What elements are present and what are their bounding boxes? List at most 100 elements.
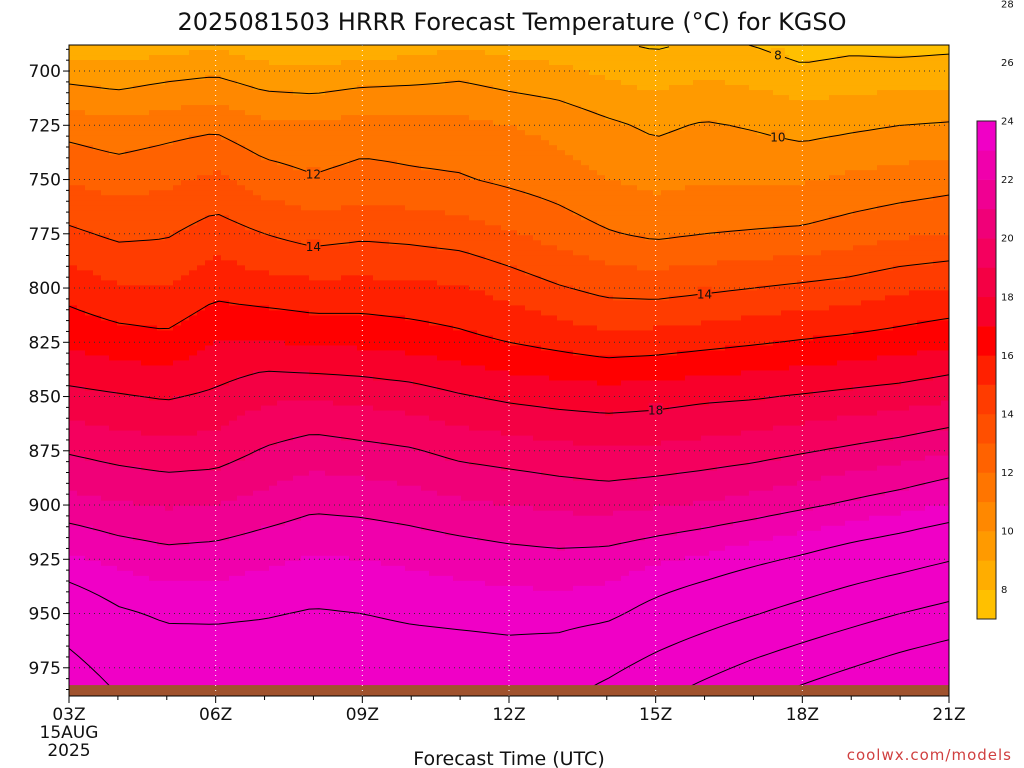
- temperature-cell: [365, 65, 374, 71]
- temperature-cell: [325, 370, 334, 377]
- temperature-cell: [365, 60, 374, 66]
- temperature-cell: [285, 385, 294, 392]
- temperature-cell: [229, 565, 238, 572]
- temperature-cell: [269, 405, 278, 412]
- temperature-cell: [69, 565, 78, 572]
- temperature-cell: [261, 105, 270, 111]
- temperature-cell: [301, 545, 310, 552]
- temperature-cell: [293, 655, 302, 662]
- temperature-cell: [341, 680, 350, 687]
- temperature-cell: [293, 475, 302, 482]
- temperature-cell: [141, 235, 150, 241]
- temperature-cell: [157, 605, 166, 612]
- temperature-cell: [221, 55, 230, 61]
- temperature-cell: [125, 355, 134, 362]
- temperature-cell: [117, 500, 126, 507]
- temperature-cell: [261, 260, 270, 266]
- temperature-cell: [237, 670, 246, 677]
- temperature-cell: [101, 220, 110, 226]
- temperature-cell: [309, 260, 318, 266]
- temperature-cell: [221, 290, 230, 296]
- temperature-cell: [133, 385, 142, 392]
- temperature-cell: [245, 370, 254, 377]
- temperature-cell: [229, 540, 238, 547]
- temperature-cell: [253, 580, 262, 587]
- temperature-cell: [197, 120, 206, 126]
- temperature-cell: [101, 70, 110, 76]
- temperature-cell: [229, 615, 238, 622]
- temperature-cell: [181, 640, 190, 647]
- temperature-cell: [205, 65, 214, 71]
- temperature-cell: [189, 515, 198, 522]
- temperature-cell: [181, 395, 190, 402]
- temperature-cell: [317, 225, 326, 231]
- temperature-cell: [205, 325, 214, 332]
- temperature-cell: [93, 340, 102, 347]
- temperature-cell: [277, 505, 286, 512]
- temperature-cell: [261, 435, 270, 442]
- temperature-cell: [325, 500, 334, 507]
- temperature-cell: [133, 285, 142, 291]
- temperature-cell: [77, 360, 86, 367]
- temperature-cell: [117, 565, 126, 572]
- temperature-cell: [293, 405, 302, 412]
- temperature-cell: [293, 80, 302, 86]
- temperature-cell: [253, 440, 262, 447]
- temperature-cell: [149, 675, 158, 682]
- temperature-cell: [357, 555, 366, 562]
- temperature-cell: [349, 490, 358, 497]
- temperature-cell: [125, 335, 134, 342]
- temperature-cell: [229, 520, 238, 527]
- temperature-cell: [309, 590, 318, 597]
- temperature-cell: [149, 305, 158, 312]
- temperature-cell: [293, 495, 302, 502]
- temperature-cell: [133, 335, 142, 342]
- temperature-cell: [189, 635, 198, 642]
- temperature-cell: [269, 600, 278, 607]
- temperature-cell: [213, 480, 222, 487]
- temperature-cell: [325, 380, 334, 387]
- temperature-cell: [93, 150, 102, 156]
- temperature-cell: [277, 410, 286, 417]
- temperature-cell: [229, 505, 238, 512]
- temperature-cell: [253, 190, 262, 196]
- temperature-cell: [325, 260, 334, 266]
- temperature-cell: [165, 380, 174, 387]
- temperature-cell: [85, 335, 94, 342]
- temperature-cell: [157, 290, 166, 296]
- temperature-cell: [245, 215, 254, 221]
- temperature-cell: [77, 340, 86, 347]
- temperature-cell: [253, 330, 262, 337]
- temperature-cell: [237, 275, 246, 281]
- temperature-cell: [173, 545, 182, 552]
- temperature-cell: [93, 505, 102, 512]
- temperature-cell: [341, 600, 350, 607]
- temperature-cell: [357, 600, 366, 607]
- temperature-cell: [349, 325, 358, 332]
- temperature-cell: [245, 525, 254, 532]
- temperature-cell: [165, 105, 174, 111]
- temperature-cell: [221, 95, 230, 101]
- temperature-cell: [341, 485, 350, 492]
- temperature-cell: [93, 100, 102, 106]
- temperature-cell: [277, 470, 286, 477]
- temperature-cell: [285, 130, 294, 136]
- temperature-cell: [101, 195, 110, 201]
- temperature-cell: [173, 185, 182, 191]
- temperature-cell: [277, 495, 286, 502]
- temperature-cell: [269, 85, 278, 91]
- temperature-cell: [349, 455, 358, 462]
- temperature-cell: [341, 540, 350, 547]
- temperature-cell: [133, 260, 142, 266]
- temperature-cell: [261, 220, 270, 226]
- temperature-cell: [117, 145, 126, 151]
- temperature-cell: [333, 225, 342, 231]
- temperature-cell: [133, 535, 142, 542]
- temperature-cell: [357, 575, 366, 582]
- temperature-cell: [349, 585, 358, 592]
- temperature-cell: [245, 175, 254, 181]
- temperature-cell: [293, 470, 302, 477]
- temperature-cell: [213, 500, 222, 507]
- temperature-cell: [141, 195, 150, 201]
- temperature-cell: [333, 220, 342, 226]
